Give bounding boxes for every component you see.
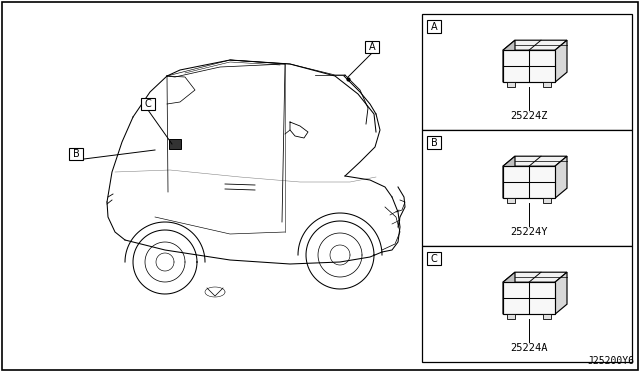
- Text: B: B: [72, 149, 79, 159]
- Text: A: A: [369, 42, 375, 52]
- Polygon shape: [503, 40, 567, 50]
- Bar: [422, 130, 632, 246]
- Bar: [543, 198, 551, 203]
- Bar: [543, 82, 551, 87]
- Bar: [169, 139, 181, 149]
- Polygon shape: [555, 156, 567, 198]
- Bar: [69, 148, 83, 160]
- Polygon shape: [555, 40, 567, 82]
- Bar: [427, 252, 441, 265]
- Bar: [507, 198, 515, 203]
- Bar: [422, 246, 632, 362]
- Polygon shape: [503, 156, 567, 166]
- Text: 25224Z: 25224Z: [510, 111, 548, 121]
- Bar: [427, 136, 441, 149]
- Text: C: C: [431, 253, 437, 263]
- Polygon shape: [555, 272, 567, 314]
- Bar: [141, 98, 155, 110]
- Text: J25200Y6: J25200Y6: [587, 356, 634, 366]
- Bar: [543, 314, 551, 319]
- Bar: [422, 14, 632, 130]
- Text: A: A: [431, 22, 437, 32]
- Bar: [507, 82, 515, 87]
- Polygon shape: [503, 50, 555, 82]
- Polygon shape: [503, 40, 515, 82]
- Text: 25224A: 25224A: [510, 343, 548, 353]
- Text: C: C: [145, 99, 152, 109]
- Bar: [427, 20, 441, 33]
- Text: 25224Y: 25224Y: [510, 227, 548, 237]
- Bar: [365, 41, 379, 53]
- Polygon shape: [503, 156, 515, 198]
- Polygon shape: [503, 272, 515, 314]
- Polygon shape: [503, 282, 555, 314]
- Bar: [507, 314, 515, 319]
- Polygon shape: [503, 272, 567, 282]
- Polygon shape: [503, 166, 555, 198]
- Text: B: B: [431, 138, 437, 148]
